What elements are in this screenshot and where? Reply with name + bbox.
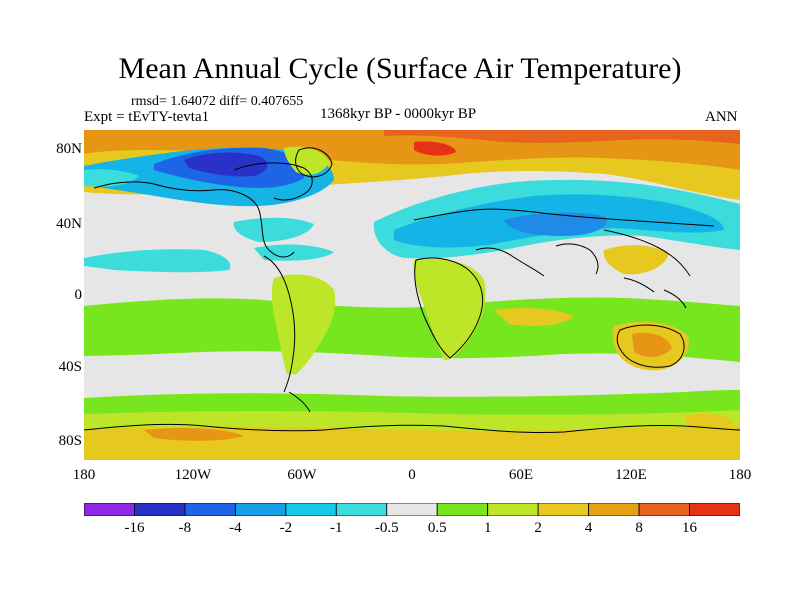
north-america-lower-cyan bbox=[233, 217, 314, 242]
lon-label-180w: 180 bbox=[72, 467, 96, 483]
colorbar-box-6 bbox=[386, 503, 438, 516]
greenland-yellow bbox=[284, 146, 329, 175]
period-label: 1368kyr BP - 0000kyr BP bbox=[320, 106, 477, 122]
indian-ocean-yellow bbox=[494, 308, 574, 326]
canada-deepblue-core bbox=[184, 152, 268, 177]
lon-label-120e: 120E bbox=[615, 467, 647, 483]
lat-label-80s: 80S bbox=[58, 433, 82, 449]
lon-label-60w: 60W bbox=[287, 467, 317, 483]
colorbar-box-12 bbox=[689, 503, 740, 516]
siberia-red-patch bbox=[414, 141, 456, 156]
colorbar-box-2 bbox=[184, 503, 236, 516]
rmsd-diff-stats: rmsd= 1.64072 diff= 0.407655 bbox=[131, 94, 304, 109]
colorbar-box-11 bbox=[638, 503, 690, 516]
colorbar-label: 4 bbox=[584, 520, 593, 536]
colorbar-label: 8 bbox=[635, 520, 643, 536]
coastlines bbox=[84, 147, 740, 434]
lon-label-60e: 60E bbox=[508, 467, 534, 483]
lon-label-120w: 120W bbox=[174, 467, 212, 483]
colorbar-box-8 bbox=[487, 503, 539, 516]
ross-sea-yellow bbox=[684, 414, 734, 429]
lat-label-0: 0 bbox=[74, 287, 83, 303]
colorbar-box-7 bbox=[436, 503, 489, 516]
arctic-darkorange-band bbox=[384, 130, 740, 144]
southern-ocean-neutral bbox=[84, 362, 740, 396]
season-label: ANN bbox=[705, 109, 738, 125]
colorbar-box-10 bbox=[588, 503, 640, 516]
colorbar-box-1 bbox=[134, 503, 186, 516]
colorbar-label: 1 bbox=[483, 520, 492, 536]
colorbar-label: -16 bbox=[124, 520, 145, 536]
colorbar-label: 2 bbox=[534, 520, 542, 536]
colorbar-label: 0.5 bbox=[427, 520, 447, 536]
lat-label-80n: 80N bbox=[56, 141, 82, 157]
antarctic-yellow-band bbox=[84, 426, 740, 460]
lon-label-0: 0 bbox=[408, 467, 416, 483]
colorbar-label: -0.5 bbox=[374, 520, 399, 536]
experiment-label: Expt = tEvTY-tevta1 bbox=[84, 109, 210, 125]
colorbar-box-5 bbox=[335, 503, 388, 516]
colorbar-box-0 bbox=[84, 503, 135, 516]
australia-core-orange bbox=[632, 332, 672, 357]
colorbar-box-9 bbox=[537, 503, 590, 516]
southeast-asia-yellow bbox=[603, 245, 669, 275]
colorbar-label: 16 bbox=[682, 520, 698, 536]
colorbar-label: -1 bbox=[330, 520, 343, 536]
tropical-cyan-band bbox=[84, 249, 231, 273]
colorbar-label: -2 bbox=[279, 520, 293, 536]
africa-yellowgreen bbox=[413, 258, 486, 361]
asia-deepblue-patch bbox=[504, 212, 607, 236]
colorbar-box-3 bbox=[234, 503, 287, 516]
colorbar-box-4 bbox=[285, 503, 337, 516]
colorbar-label: -8 bbox=[178, 520, 192, 536]
lat-label-40s: 40S bbox=[58, 359, 82, 375]
colorbar bbox=[84, 503, 740, 516]
lat-label-40n: 40N bbox=[56, 216, 82, 232]
lon-label-180e: 180 bbox=[728, 467, 752, 483]
south-america-yellowgreen bbox=[271, 274, 336, 382]
plot-title: Mean Annual Cycle (Surface Air Temperatu… bbox=[118, 52, 682, 85]
southern-green-belt bbox=[84, 297, 740, 362]
temperature-anomaly-map bbox=[84, 130, 740, 460]
colorbar-label: -4 bbox=[229, 520, 242, 536]
antarctic-orange-patch bbox=[144, 428, 244, 441]
